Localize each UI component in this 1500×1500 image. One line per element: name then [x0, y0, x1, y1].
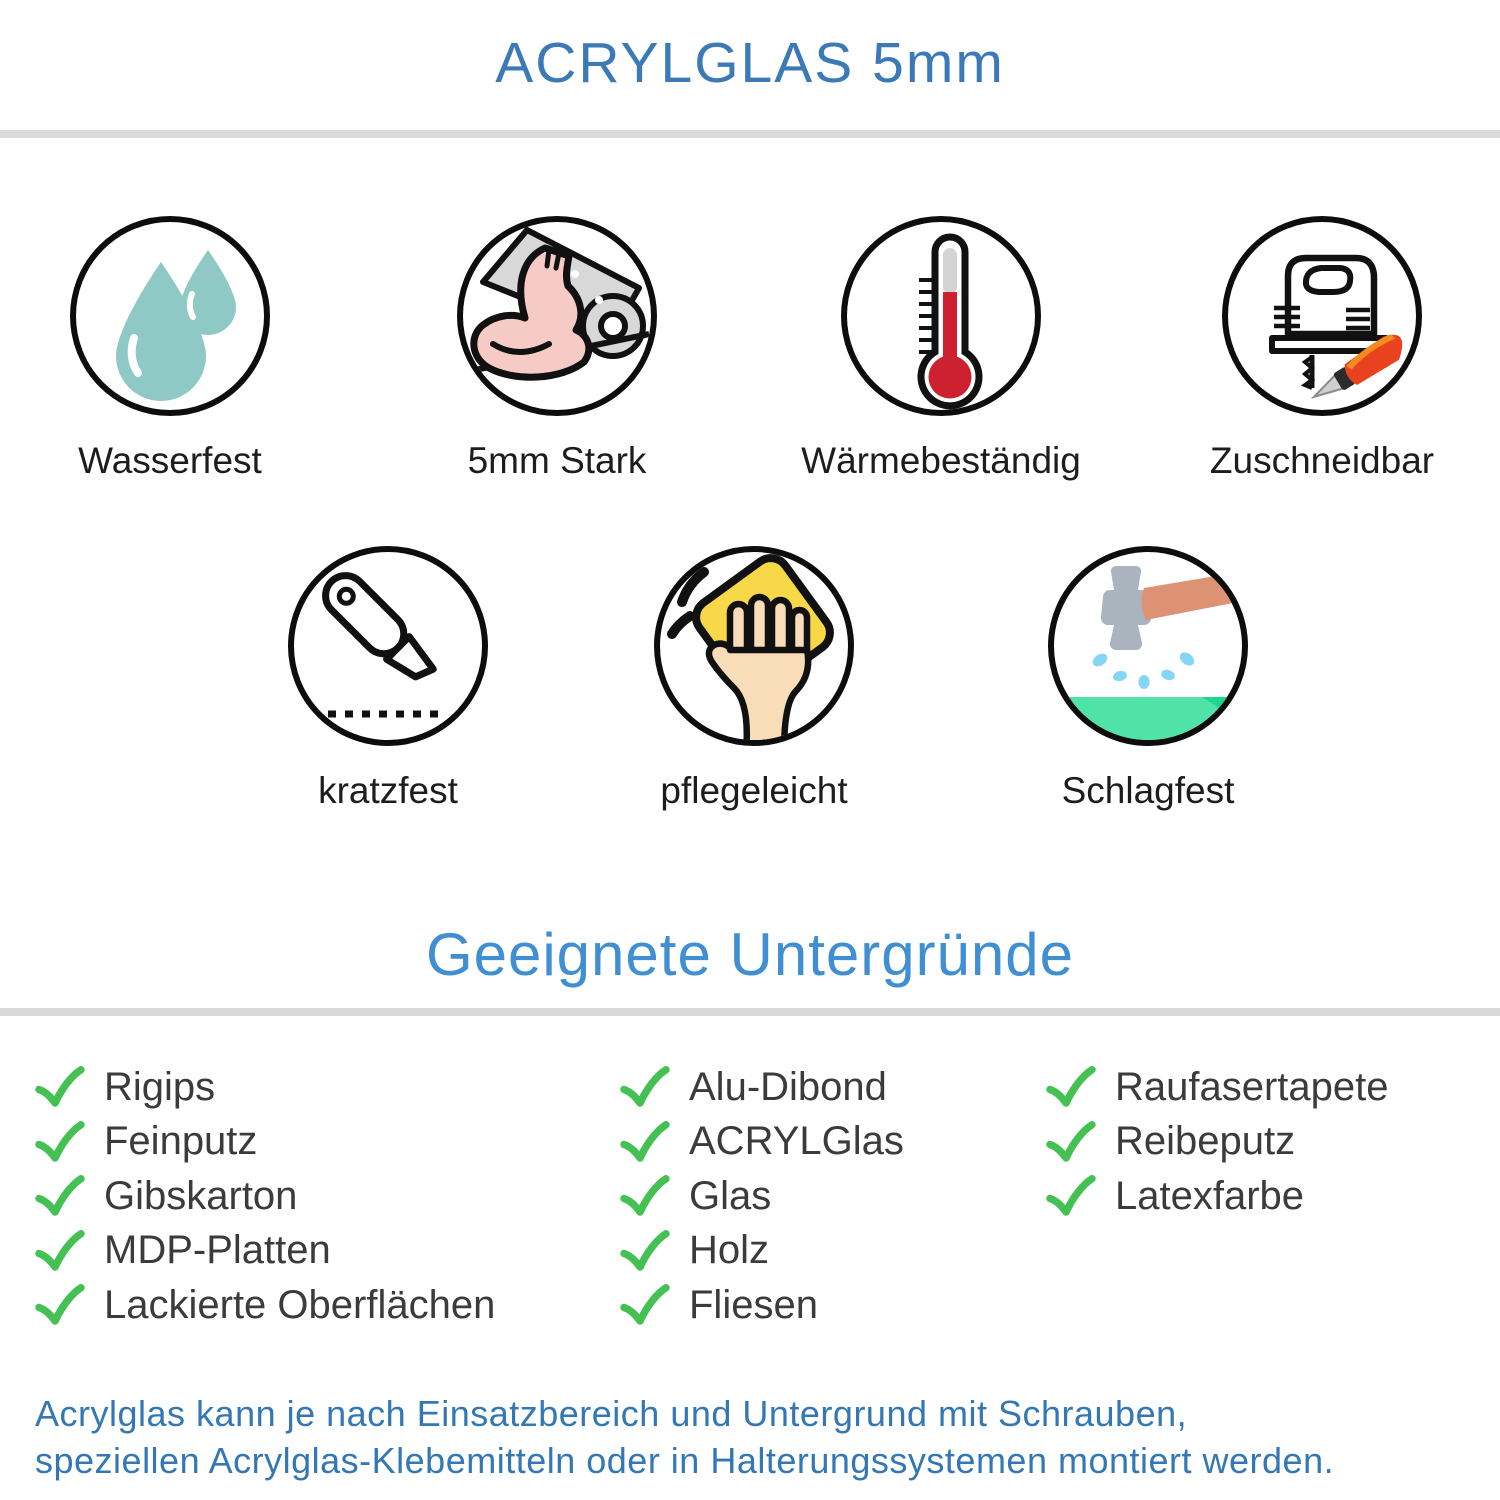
mounting-note-line1: Acrylglas kann je nach Einsatzbereich un… [35, 1393, 1188, 1434]
feature-circle [1222, 216, 1422, 416]
surfaces-title: Geeignete Untergründe [425, 921, 1075, 988]
feature-circle [457, 216, 657, 416]
feature-schlagfest: Schlagfest [988, 546, 1308, 812]
feature-circle [841, 216, 1041, 416]
surface-item-label: ACRYLGlas [689, 1119, 904, 1164]
feature-5mm-stark: 5mm Stark [397, 216, 717, 482]
feature-wasserfest: Wasserfest [10, 216, 330, 482]
surfaces-divider [0, 1008, 1500, 1016]
feature-kratzfest: kratzfest [228, 546, 548, 812]
utility-knife-icon [322, 572, 444, 718]
surface-item-label: Alu-Dibond [689, 1064, 887, 1109]
thermometer-icon [917, 233, 983, 410]
checkmark-icon [1046, 1120, 1096, 1162]
surfaces-column-3: Raufasertapete Reibeputz Latexfarbe [1046, 1060, 1389, 1224]
checkmark-icon [1046, 1066, 1096, 1108]
list-item: Fliesen [620, 1278, 904, 1333]
checkmark-icon [35, 1120, 85, 1162]
top-divider [0, 130, 1500, 138]
surface-item-label: Lackierte Oberflächen [104, 1282, 496, 1327]
list-item: Latexfarbe [1046, 1169, 1389, 1224]
feature-label: Wasserfest [78, 440, 262, 481]
feature-label: Schlagfest [1061, 770, 1235, 811]
feature-circle [654, 546, 854, 746]
feature-circle [1048, 546, 1248, 746]
list-item: Lackierte Oberflächen [35, 1278, 495, 1333]
list-item: Reibeputz [1046, 1115, 1389, 1170]
list-item: Feinputz [35, 1115, 495, 1170]
list-item: Raufasertapete [1046, 1060, 1389, 1115]
list-item: Glas [620, 1169, 904, 1224]
jigsaw-icon [1269, 254, 1403, 399]
surface-item-label: Reibeputz [1115, 1119, 1296, 1164]
checkmark-icon [35, 1284, 85, 1326]
list-item: Holz [620, 1224, 904, 1279]
muscle-arm-icon [464, 227, 650, 381]
surfaces-column-1: Rigips Feinputz Gibskarton MDP-Platten L… [35, 1060, 495, 1333]
surfaces-column-2: Alu-Dibond ACRYLGlas Glas Holz Fliesen [620, 1060, 904, 1333]
checkmark-icon [620, 1284, 670, 1326]
feature-zuschneidbar: Zuschneidbar [1162, 216, 1482, 482]
feature-label: pflegeleicht [660, 770, 848, 811]
surface-item-label: Gibskarton [104, 1173, 298, 1218]
checkmark-icon [35, 1175, 85, 1217]
feature-circle [70, 216, 270, 416]
surface-item-label: MDP-Platten [104, 1228, 331, 1273]
list-item: MDP-Platten [35, 1224, 495, 1279]
feature-waermebestaendig: Wärmebeständig [781, 216, 1101, 482]
page-title: ACRYLGLAS 5mm [495, 31, 1005, 95]
checkmark-icon [35, 1066, 85, 1108]
list-item: Rigips [35, 1060, 495, 1115]
list-item: Gibskarton [35, 1169, 495, 1224]
feature-pflegeleicht: pflegeleicht [594, 546, 914, 812]
checkmark-icon [620, 1066, 670, 1108]
checkmark-icon [620, 1175, 670, 1217]
wiping-hand-icon [667, 554, 834, 740]
surface-item-label: Fliesen [689, 1282, 818, 1327]
hammer-icon [1054, 565, 1242, 740]
surface-item-label: Raufasertapete [1115, 1064, 1389, 1109]
list-item: ACRYLGlas [620, 1115, 904, 1170]
list-item: Alu-Dibond [620, 1060, 904, 1115]
mounting-note: Acrylglas kann je nach Einsatzbereich un… [35, 1390, 1334, 1484]
checkmark-icon [620, 1120, 670, 1162]
surface-item-label: Glas [689, 1173, 772, 1218]
checkmark-icon [620, 1229, 670, 1271]
surface-item-label: Feinputz [104, 1119, 258, 1164]
mounting-note-line2: speziellen Acrylglas-Klebemitteln oder i… [35, 1440, 1335, 1481]
feature-label: Zuschneidbar [1209, 440, 1435, 481]
feature-label: kratzfest [318, 770, 458, 811]
checkmark-icon [1046, 1175, 1096, 1217]
feature-circle [288, 546, 488, 746]
water-drops-icon [116, 250, 236, 401]
surface-item-label: Latexfarbe [1115, 1173, 1305, 1218]
surface-item-label: Rigips [104, 1064, 216, 1109]
surface-item-label: Holz [689, 1228, 770, 1273]
feature-label: 5mm Stark [467, 440, 647, 481]
feature-label: Wärmebeständig [801, 440, 1081, 481]
checkmark-icon [35, 1229, 85, 1271]
